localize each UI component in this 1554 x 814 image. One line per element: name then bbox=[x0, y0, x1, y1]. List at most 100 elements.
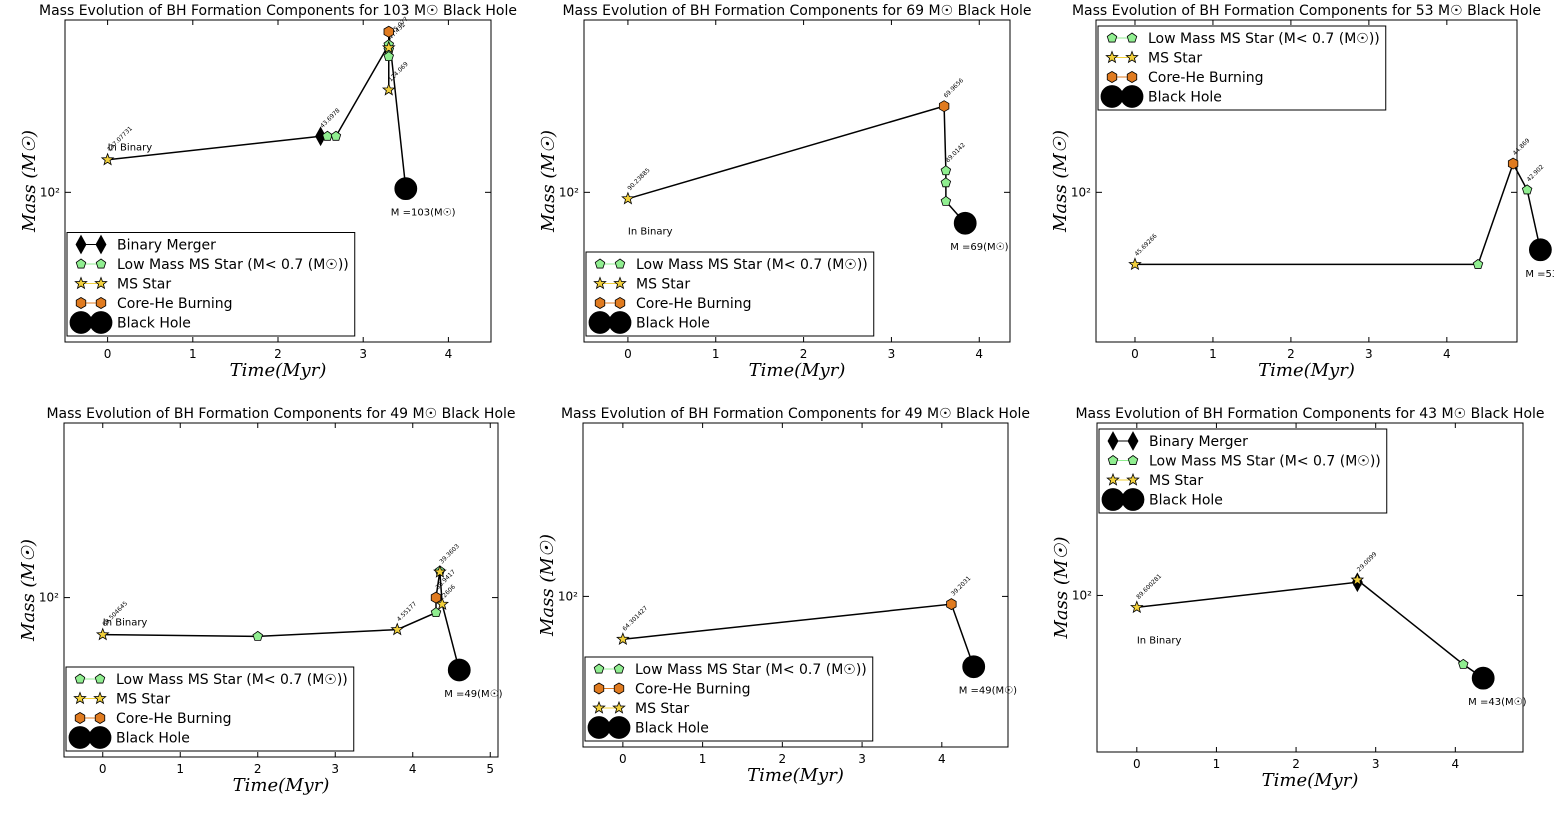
y-axis-label: Mass (M☉) bbox=[19, 130, 40, 233]
x-tick-label: 3 bbox=[888, 347, 896, 361]
legend: Binary Merger Low Mass MS Star (M< 0.7 (M… bbox=[1098, 428, 1388, 514]
x-axis-label: Time(Myr) bbox=[230, 360, 327, 381]
legend-marker bbox=[1125, 50, 1139, 64]
star-marker bbox=[621, 191, 635, 205]
legend-marker bbox=[1106, 32, 1118, 43]
star-marker bbox=[433, 564, 447, 578]
legend-marker bbox=[587, 716, 611, 739]
star-marker bbox=[1128, 257, 1142, 271]
x-tick-label: 4 bbox=[938, 752, 946, 766]
legend-marker bbox=[612, 700, 626, 714]
legend-marker bbox=[1100, 85, 1124, 108]
hexagon-marker bbox=[946, 598, 957, 611]
x-tick-label: 3 bbox=[359, 347, 367, 361]
bh-note: M =49(M☉) bbox=[444, 689, 502, 700]
legend-marker bbox=[74, 673, 86, 684]
bh-note: M =49(M☉) bbox=[959, 686, 1017, 697]
legend: Low Mass MS Star (M< 0.7 (M☉)) Core-He Bu… bbox=[584, 656, 874, 742]
x-tick-label: 0 bbox=[619, 752, 627, 766]
legend-marker bbox=[1120, 85, 1144, 108]
point-label: 90.23885 bbox=[626, 167, 651, 192]
x-tick-label: 4 bbox=[1443, 347, 1451, 361]
legend-marker bbox=[95, 234, 107, 255]
legend-marker bbox=[1126, 71, 1138, 83]
x-tick-label: 2 bbox=[800, 347, 808, 361]
bh-note: M =103(M☉) bbox=[391, 208, 456, 219]
point-label: 29.0099 bbox=[1356, 551, 1379, 574]
legend-marker bbox=[73, 691, 87, 705]
legend-label: MS Star bbox=[117, 277, 171, 293]
x-tick-label: 1 bbox=[176, 762, 184, 776]
x-tick-label: 0 bbox=[1133, 757, 1141, 771]
legend: Low Mass MS Star (M< 0.7 (M☉)) MS Star Cor… bbox=[1097, 25, 1387, 111]
x-axis-label: Time(Myr) bbox=[1262, 770, 1359, 791]
legend: Low Mass MS Star (M< 0.7 (M☉)) MS Star Cor… bbox=[585, 251, 875, 337]
legend-marker bbox=[1121, 488, 1145, 511]
legend-marker bbox=[94, 712, 106, 724]
x-tick-label: 1 bbox=[1209, 347, 1217, 361]
chart-title: Mass Evolution of BH Formation Component… bbox=[1072, 3, 1541, 19]
y-tick-label: 10² bbox=[1071, 185, 1091, 199]
chart-title: Mass Evolution of BH Formation Component… bbox=[1075, 406, 1544, 422]
pentagon-marker bbox=[940, 177, 952, 188]
x-tick-label: 4 bbox=[1451, 757, 1459, 771]
star-marker bbox=[616, 632, 630, 646]
x-tick-label: 2 bbox=[779, 752, 787, 766]
hexagon-marker bbox=[383, 25, 394, 38]
legend-marker bbox=[95, 258, 107, 269]
y-axis-label: Mass (M☉) bbox=[537, 534, 558, 637]
y-axis-label: Mass (M☉) bbox=[18, 539, 39, 642]
x-axis-label: Time(Myr) bbox=[233, 775, 330, 796]
hexagon-marker bbox=[938, 100, 950, 113]
legend-label: Core-He Burning bbox=[1148, 70, 1264, 86]
bh-note: M =69(M☉) bbox=[950, 242, 1008, 253]
legend-marker bbox=[613, 276, 627, 290]
legend-marker bbox=[593, 663, 605, 674]
black-hole-marker bbox=[1471, 666, 1495, 690]
star-marker bbox=[381, 40, 396, 54]
point-label: 39.3603 bbox=[438, 543, 461, 566]
hexagon-marker bbox=[430, 591, 442, 604]
subplot: Mass Evolution of BH Formation Component… bbox=[1051, 406, 1545, 791]
pentagon-marker bbox=[1458, 658, 1469, 669]
x-tick-label: 2 bbox=[1287, 347, 1295, 361]
black-hole-marker bbox=[953, 211, 977, 235]
point-label: 43.6978 bbox=[319, 107, 342, 130]
legend-marker bbox=[593, 682, 605, 695]
legend-label: MS Star bbox=[116, 692, 170, 708]
y-axis-label: Mass (M☉) bbox=[538, 130, 559, 233]
legend-label: MS Star bbox=[1148, 51, 1202, 67]
legend-label: Black Hole bbox=[1148, 90, 1222, 106]
star-marker bbox=[381, 82, 396, 96]
point-label: 89.0142 bbox=[944, 141, 967, 164]
legend-box bbox=[585, 251, 875, 337]
pentagon-marker bbox=[940, 195, 952, 206]
x-axis-label: Time(Myr) bbox=[1258, 360, 1355, 381]
legend-label: Low Mass MS Star (M< 0.7 (M☉)) bbox=[636, 257, 868, 273]
subplot: Mass Evolution of BH Formation Component… bbox=[538, 3, 1032, 381]
hexagon-marker bbox=[1507, 157, 1519, 170]
legend-marker bbox=[613, 663, 625, 674]
black-hole-marker bbox=[1528, 238, 1552, 262]
chart-title: Mass Evolution of BH Formation Component… bbox=[46, 406, 515, 422]
pentagon-marker bbox=[330, 130, 342, 141]
x-tick-label: 2 bbox=[274, 347, 282, 361]
x-tick-label: 1 bbox=[189, 347, 197, 361]
point-label: 124.069 bbox=[387, 61, 410, 84]
legend-label: Low Mass MS Star (M< 0.7 (M☉)) bbox=[1149, 454, 1381, 470]
legend-box bbox=[1097, 25, 1387, 111]
track-line bbox=[627, 105, 966, 224]
point-label: 69.9656 bbox=[943, 77, 966, 100]
plot-frame bbox=[583, 19, 1011, 343]
legend-marker bbox=[593, 276, 607, 290]
legend-marker bbox=[594, 297, 606, 309]
binary-note: In Binary bbox=[108, 143, 153, 154]
chart-title: Mass Evolution of BH Formation Component… bbox=[562, 3, 1031, 19]
x-tick-label: 4 bbox=[975, 347, 983, 361]
legend-marker bbox=[75, 297, 87, 309]
legend-label: Low Mass MS Star (M< 0.7 (M☉)) bbox=[117, 257, 349, 273]
pentagon-marker bbox=[252, 630, 263, 641]
star-marker bbox=[390, 622, 405, 636]
track-line bbox=[107, 31, 407, 189]
legend-marker bbox=[95, 297, 107, 309]
